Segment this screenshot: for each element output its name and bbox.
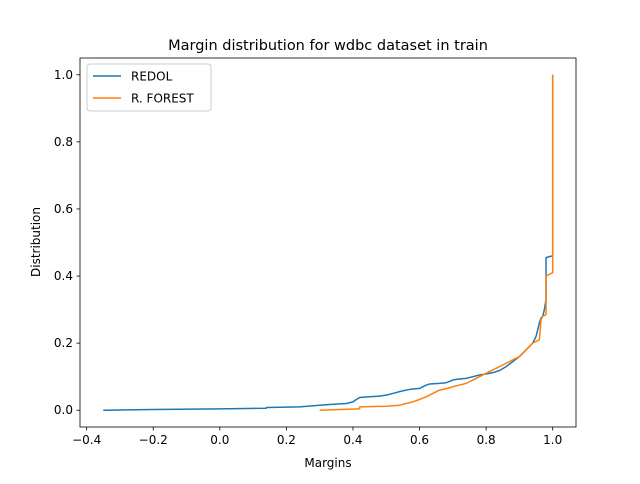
legend-label: REDOL (131, 70, 173, 84)
y-tick-label: 0.8 (54, 135, 73, 149)
series-line-redol (103, 74, 554, 411)
x-axis-label: Margins (304, 456, 351, 470)
x-tick-label: 1.0 (543, 433, 562, 447)
y-axis-label: Distribution (29, 207, 43, 277)
y-tick-label: 0.0 (54, 403, 73, 417)
legend-label: R. FOREST (131, 92, 194, 106)
x-tick-label: −0.2 (139, 433, 168, 447)
y-tick-label: 1.0 (54, 68, 73, 82)
series-line-r-forest (319, 74, 554, 411)
chart-title: Margin distribution for wdbc dataset in … (168, 38, 488, 54)
legend: REDOL R. FOREST (86, 63, 212, 112)
y-tick-label: 0.2 (54, 336, 73, 350)
axes-frame (79, 57, 577, 428)
y-tick-label: 0.4 (54, 269, 73, 283)
y-tick-label: 0.6 (54, 202, 73, 216)
x-tick-label: 0.6 (410, 433, 429, 447)
x-tick-label: −0.4 (72, 433, 101, 447)
x-tick-label: 0.0 (210, 433, 229, 447)
x-tick-label: 0.8 (477, 433, 496, 447)
x-tick-label: 0.2 (277, 433, 296, 447)
x-tick-label: 0.4 (343, 433, 362, 447)
plot-area: −0.4 −0.2 0.0 0.2 0.4 0.6 0.8 1.0 0.0 0.2 0.4 0.6 0.… (54, 57, 577, 447)
